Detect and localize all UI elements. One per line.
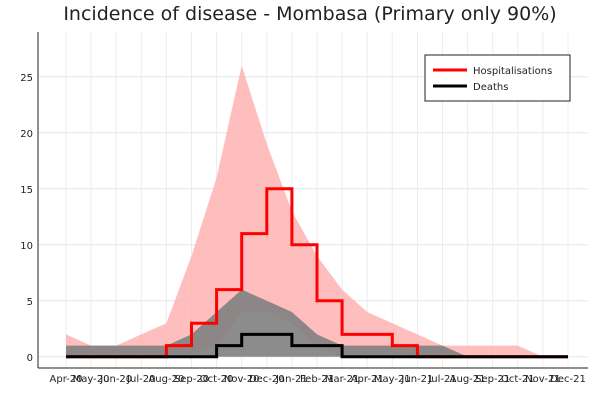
y-tick-label: 0 [27, 353, 33, 364]
x-tick-label: Jan-21 [275, 374, 308, 385]
x-tick-label: Mar-21 [325, 374, 360, 385]
legend-label: Hospitalisations [473, 66, 552, 77]
x-tick-label: Oct-21 [501, 374, 535, 385]
legend-box [424, 54, 571, 102]
legend: Hospitalisations Deaths [424, 54, 571, 102]
x-tick-label: Jul-20 [126, 374, 155, 385]
y-tick-label: 20 [20, 129, 33, 140]
x-tick-label: Nov-21 [525, 374, 561, 385]
x-tick-label: Feb-21 [300, 374, 334, 385]
x-tick-label: May-21 [374, 374, 411, 385]
chart-title: Incidence of disease - Mombasa (Primary … [63, 3, 556, 25]
y-tick-label: 5 [27, 297, 33, 308]
x-tick-label: Jun-20 [99, 374, 132, 385]
x-tick-label: Nov-20 [224, 374, 260, 385]
x-tick-label: Aug-20 [148, 374, 184, 385]
axes: 0 5 10 15 20 25 Apr-20May-20Jun-20Jul-20Aug-20… [20, 32, 588, 385]
x-tick-label: Jun-21 [400, 374, 433, 385]
x-tick-label: Apr-21 [351, 374, 384, 385]
x-tick-label: Apr-20 [50, 374, 83, 385]
x-tick-label: Dec-21 [550, 374, 586, 385]
x-tick-label: Oct-20 [200, 374, 234, 385]
series-lines [66, 187, 568, 359]
confidence-band-hospitalisations [66, 65, 568, 357]
x-tick-label: Jul-21 [427, 374, 456, 385]
x-tick-label: Aug-21 [450, 374, 486, 385]
y-tick-label: 25 [20, 73, 33, 84]
x-tick-label: Sep-21 [475, 374, 510, 385]
legend-label: Deaths [473, 82, 508, 93]
y-tick-label: 10 [20, 241, 33, 252]
x-tick-label: Sep-20 [174, 374, 209, 385]
x-tick-label: Dec-20 [249, 374, 285, 385]
x-tick-label: May-20 [73, 374, 110, 385]
series-line-deaths [66, 332, 568, 359]
y-tick-label: 15 [20, 185, 33, 196]
